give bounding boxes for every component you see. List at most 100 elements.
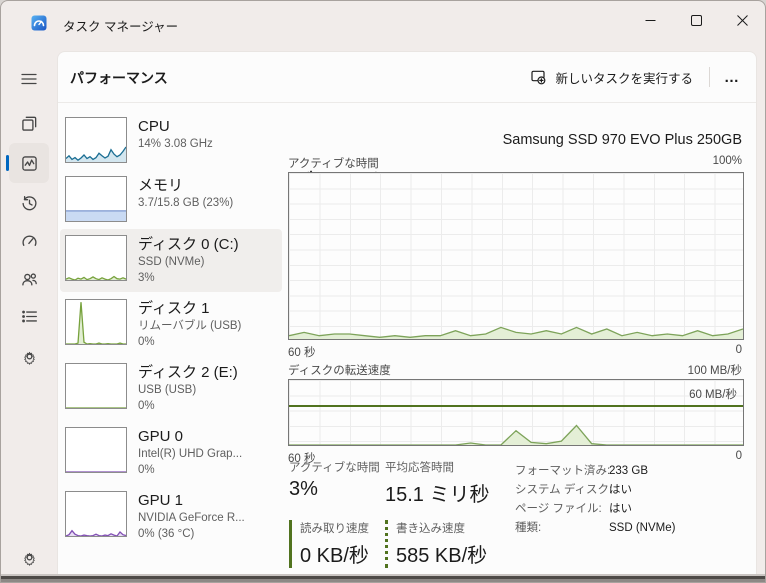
disk-device-name: Samsung SSD 970 EVO Plus 250GB	[502, 132, 742, 148]
sidebar-item-startup-apps[interactable]	[9, 221, 49, 261]
detail-value: 233 GB	[609, 465, 648, 477]
perf-item-subtitle: SSD (NVMe)	[138, 256, 205, 268]
perf-item-subtitle: NVIDIA GeForce R...	[138, 512, 245, 524]
transfer-series	[289, 424, 743, 445]
active-time-chart	[288, 172, 744, 340]
cog-icon	[23, 351, 35, 365]
active-x-left: 60 秒	[288, 347, 316, 359]
disk-detail-row: 種類: SSD (NVMe)	[515, 519, 675, 538]
performance-icon	[21, 155, 37, 171]
window-title: タスク マネージャー	[63, 20, 179, 34]
perf-item-subtitle: 0%	[138, 336, 155, 348]
perf-list-item[interactable]: ディスク 1 リムーバブル (USB) 0%	[60, 293, 282, 356]
transfer-chart: 60 MB/秒	[288, 379, 744, 446]
new-task-icon	[531, 70, 546, 85]
active-time-chart-label: アクティブな時間	[288, 158, 379, 170]
sidebar-item-services[interactable]	[9, 336, 49, 376]
stat-value: 585 KB/秒	[396, 545, 488, 567]
sidebar-item-users[interactable]	[9, 259, 49, 299]
stat-label: 書き込み速度	[396, 523, 465, 535]
detail-value: はい	[609, 503, 632, 515]
disk-stat: 書き込み速度 585 KB/秒	[385, 520, 519, 568]
perf-list-item[interactable]: ディスク 2 (E:) USB (USB) 0%	[60, 357, 282, 420]
perf-item-title: GPU 0	[138, 428, 184, 445]
perf-item-subtitle: 14% 3.08 GHz	[138, 138, 213, 150]
perf-thumbnail	[65, 427, 127, 473]
perf-item-subtitle: 0%	[138, 400, 155, 412]
titlebar: タスク マネージャー	[1, 1, 765, 45]
window-bottom-edge	[1, 574, 765, 582]
perf-thumbnail	[65, 299, 127, 345]
sidebar-item-app-history[interactable]	[9, 183, 49, 223]
disk-stat: アクティブな時間 3%	[289, 459, 385, 507]
active-time-series	[289, 326, 743, 339]
users-icon	[21, 272, 37, 285]
perf-thumbnail	[65, 363, 127, 409]
hamburger-icon	[21, 73, 37, 85]
hamburger-menu-button[interactable]	[9, 59, 49, 99]
disk-stats: アクティブな時間 3% 平均応答時間 15.1 ミリ秒 読み取り速度 0 KB/秒書…	[289, 459, 519, 568]
disk-detail-row: ページ ファイル: はい	[515, 500, 675, 519]
command-bar-divider	[58, 102, 756, 103]
sidebar-item-details[interactable]	[9, 296, 49, 336]
selected-indicator	[6, 155, 9, 171]
stat-label: アクティブな時間	[289, 462, 380, 474]
perf-list-item[interactable]: ディスク 0 (C:) SSD (NVMe) 3%	[60, 229, 282, 292]
content-card: パフォーマンス 新しいタスクを実行する … CPU 14% 3.08	[57, 51, 757, 576]
transfer-chart-label: ディスクの転送速度	[288, 365, 391, 377]
perf-list-item[interactable]: メモリ 3.7/15.8 GB (23%)	[60, 170, 282, 228]
detail-value: SSD (NVMe)	[609, 522, 676, 534]
app-icon	[31, 15, 47, 31]
perf-thumbnail	[65, 176, 127, 222]
settings-button[interactable]	[9, 537, 49, 577]
perf-item-title: ディスク 1	[138, 300, 210, 317]
navigation-rail	[1, 45, 57, 574]
perf-item-title: ディスク 2 (E:)	[138, 364, 238, 381]
detail-label: 種類:	[515, 522, 542, 534]
history-icon	[21, 195, 36, 210]
perf-item-subtitle: Intel(R) UHD Grap...	[138, 448, 243, 460]
detail-label: システム ディスク:	[515, 484, 613, 496]
transfer-chart-max: 100 MB/秒	[687, 365, 742, 377]
perf-list-item[interactable]: GPU 0 Intel(R) UHD Grap... 0%	[60, 421, 282, 484]
perf-item-title: ディスク 0 (C:)	[138, 236, 239, 253]
more-options-button[interactable]: …	[724, 68, 740, 86]
detail-label: フォーマット済み:	[515, 465, 611, 477]
perf-thumbnail	[65, 117, 127, 163]
perf-list-item[interactable]: GPU 1 NVIDIA GeForce R... 0% (36 °C)	[60, 485, 282, 548]
command-bar-separator	[709, 67, 710, 87]
perf-list-item[interactable]: CPU 14% 3.08 GHz	[60, 111, 282, 169]
gauge-icon	[22, 235, 36, 246]
perf-thumbnail	[65, 491, 127, 537]
list-icon	[21, 310, 37, 322]
performance-list: CPU 14% 3.08 GHz メモリ 3.7/15.8 GB (23%) デ…	[60, 105, 284, 576]
disk-details: フォーマット済み:233 GB システム ディスク:はい ページ ファイル: はい 種類…	[515, 462, 675, 538]
perf-item-subtitle: 0%	[138, 464, 155, 476]
sidebar-item-performance[interactable]	[9, 143, 49, 183]
stat-value: 3%	[289, 478, 318, 500]
disk-detail-row: フォーマット済み:233 GB	[515, 462, 675, 481]
perf-item-subtitle: 3%	[138, 272, 155, 284]
processes-icon	[21, 116, 36, 131]
maximize-button[interactable]	[673, 1, 719, 39]
page-title: パフォーマンス	[70, 70, 168, 86]
disk-detail-row: システム ディスク:はい	[515, 481, 675, 500]
disk-stat: 読み取り速度 0 KB/秒	[289, 520, 385, 568]
perf-item-title: CPU	[138, 118, 170, 135]
run-new-task-button[interactable]: 新しいタスクを実行する	[518, 61, 705, 93]
stat-label: 平均応答時間	[385, 462, 454, 474]
perf-item-title: メモリ	[138, 177, 184, 194]
run-new-task-label: 新しいタスクを実行する	[555, 71, 693, 86]
detail-value: はい	[609, 484, 632, 496]
active-x-right: 0	[735, 344, 742, 356]
sidebar-item-processes[interactable]	[9, 103, 49, 143]
perf-item-subtitle: 0% (36 °C)	[138, 528, 195, 540]
scale-line-label: 60 MB/秒	[689, 389, 737, 401]
perf-thumbnail	[65, 235, 127, 281]
disk-stat: 平均応答時間 15.1 ミリ秒	[385, 459, 519, 507]
minimize-button[interactable]	[627, 1, 673, 39]
close-button[interactable]	[719, 1, 765, 39]
perf-item-subtitle: 3.7/15.8 GB (23%)	[138, 197, 234, 209]
perf-item-title: GPU 1	[138, 492, 184, 509]
